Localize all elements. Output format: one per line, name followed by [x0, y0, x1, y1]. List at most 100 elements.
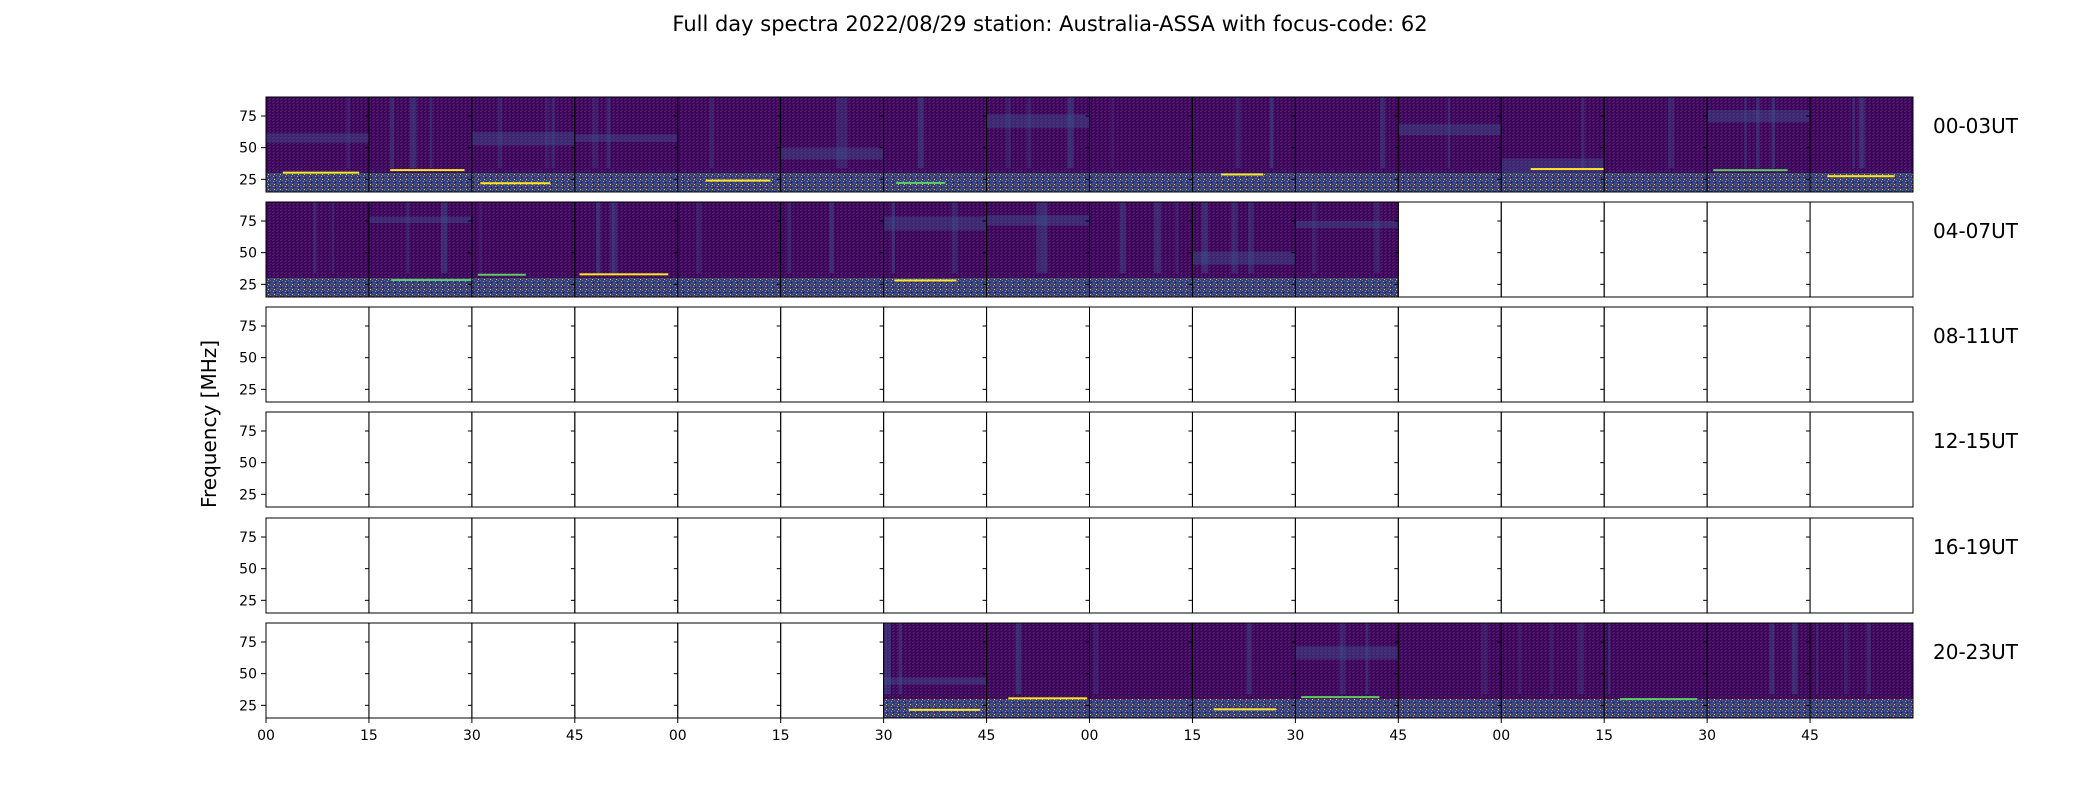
burst-band: [606, 97, 611, 169]
rfi-band: [986, 173, 1090, 192]
panel-frame: [780, 517, 885, 614]
burst-band: [406, 202, 409, 274]
spectrogram-panel: [986, 97, 1090, 192]
rfi-band: [1089, 699, 1193, 718]
burst-band: [885, 623, 891, 695]
burst-band: [696, 202, 702, 274]
burst-band: [1481, 623, 1489, 695]
panel-frame: [1809, 306, 1914, 403]
burst-band: [1852, 97, 1856, 169]
emission-glow: [368, 216, 472, 224]
rfi-band: [677, 278, 781, 297]
rfi-band: [471, 278, 575, 297]
burst-band: [1771, 97, 1776, 169]
rfi-band: [266, 278, 369, 297]
narrowband-line: [1530, 168, 1612, 171]
narrowband-line: [391, 278, 479, 281]
x-tick-label: 00: [669, 728, 687, 744]
x-tick-label: 30: [1286, 728, 1304, 744]
burst-band: [1041, 202, 1048, 274]
spectrogram-panel: [677, 97, 781, 192]
panel-frame: [1191, 306, 1296, 403]
row-label: 04-07UT: [1933, 219, 2019, 243]
rfi-band: [1810, 173, 1913, 192]
spectrogram-panel: [1192, 623, 1296, 718]
emission-glow: [986, 114, 1090, 128]
spectrogram-panel: [471, 97, 575, 192]
burst-band: [331, 202, 334, 274]
y-tick-label: 50: [239, 562, 257, 578]
burst-band: [709, 97, 714, 169]
panel-frame: [1397, 201, 1502, 298]
spectrogram-panel: [986, 623, 1090, 718]
spectrogram-panel: [883, 623, 987, 718]
emission-glow: [1295, 220, 1399, 229]
panel-frame: [1089, 411, 1193, 508]
panel-frame: [471, 306, 576, 403]
spectrogram-panel: [1707, 623, 1811, 718]
burst-band: [1667, 97, 1675, 169]
rfi-band: [1089, 278, 1193, 297]
panel-frame: [1809, 96, 1914, 193]
burst-band: [1246, 623, 1252, 695]
burst-band: [829, 202, 834, 274]
panel-frame: [1809, 622, 1914, 719]
spectrogram-panel: [1810, 97, 1913, 192]
burst-band: [591, 97, 599, 169]
burst-band: [1339, 623, 1346, 695]
panel-frame: [780, 622, 885, 719]
spectrogram-panel: [1089, 97, 1193, 192]
spectrogram-panel: [266, 97, 369, 192]
spectrogram-panel: [883, 202, 987, 297]
panel-frame: [1500, 201, 1605, 298]
spectra-row: 25 50 75 08-11UT: [239, 306, 2019, 403]
y-tick-label: 75: [239, 424, 257, 440]
spectrogram-panel: [1192, 97, 1296, 192]
emission-glow: [1295, 646, 1399, 660]
rfi-band: [574, 278, 678, 297]
panel-frame: [471, 622, 576, 719]
y-tick-label: 25: [239, 382, 257, 398]
panel-frame: [265, 411, 370, 508]
emission-glow: [986, 215, 1090, 226]
burst-band: [1248, 202, 1254, 274]
burst-band: [1858, 97, 1865, 169]
y-axis-label: Frequency [MHz]: [197, 340, 221, 508]
burst-band: [611, 202, 618, 274]
spectrogram-panel: [1810, 623, 1913, 718]
panel-frame: [986, 306, 1090, 403]
burst-band: [497, 97, 503, 169]
row-label: 12-15UT: [1933, 429, 2019, 453]
panel-frame: [1191, 411, 1296, 508]
rfi-band: [1295, 173, 1399, 192]
chart-title: Full day spectra 2022/08/29 station: Aus…: [672, 12, 1427, 36]
y-tick-label: 25: [239, 172, 257, 188]
burst-band: [1111, 97, 1114, 169]
burst-band: [951, 202, 958, 274]
rfi-band: [780, 173, 884, 192]
rfi-band: [1810, 699, 1913, 718]
emission-glow: [266, 133, 369, 143]
burst-band: [409, 97, 417, 169]
narrowband-line: [1827, 175, 1895, 178]
x-tick-label: 30: [463, 728, 481, 744]
panel-frame: [1294, 517, 1399, 614]
spectra-row: 25 50 75 00-03UT: [239, 96, 2019, 193]
panel-frame: [368, 411, 473, 508]
narrowband-line: [705, 179, 771, 182]
burst-band: [787, 202, 792, 274]
emission-glow: [780, 147, 884, 160]
spectrogram-panel: [780, 202, 884, 297]
burst-band: [1231, 202, 1238, 274]
panel-frame: [265, 517, 370, 614]
spectrogram-panel: [1295, 97, 1399, 192]
panel-frame: [1500, 411, 1605, 508]
spectrogram-panel: [883, 97, 987, 192]
burst-band: [1581, 97, 1585, 169]
panel-frame: [1191, 517, 1296, 614]
burst-band: [1518, 623, 1521, 695]
panel-frame: [780, 306, 885, 403]
narrowband-line: [1213, 708, 1276, 711]
